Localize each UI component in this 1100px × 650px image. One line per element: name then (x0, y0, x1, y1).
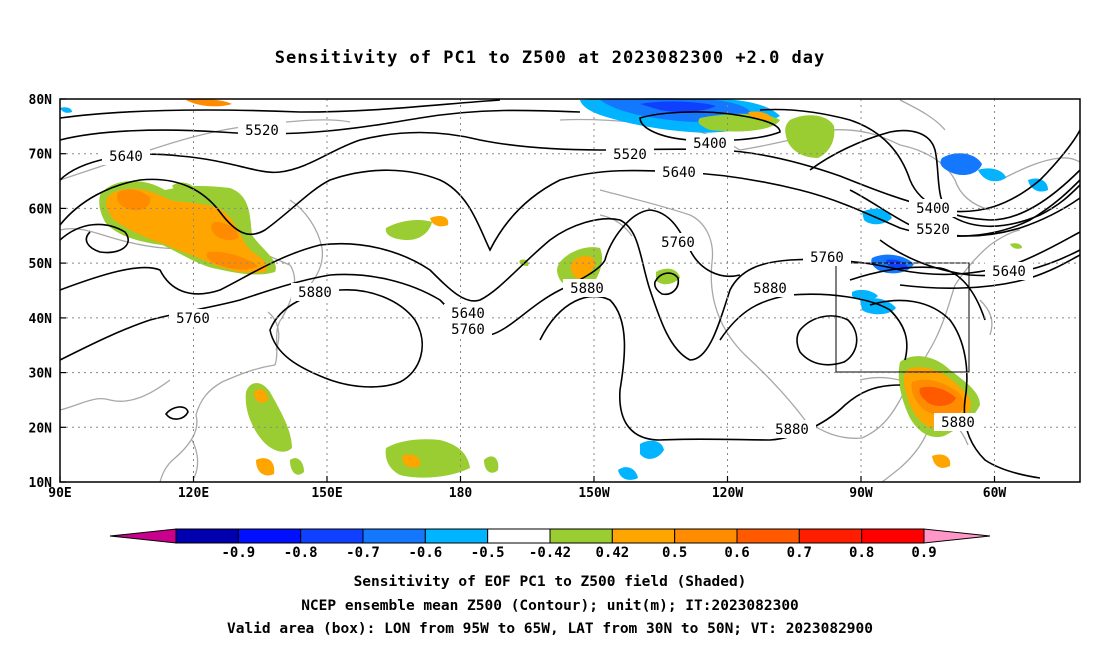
contour-label: 5760 (654, 233, 702, 251)
contour-label: 5400 (686, 134, 734, 152)
colorbar-cell (736, 528, 800, 544)
colorbar-cell (549, 528, 613, 544)
contour-label: 5640 (985, 262, 1033, 280)
colorbar-tick-label: 0.9 (911, 545, 936, 561)
longitude-labels: 90E 120E 150E 180 150W 120W 90W 60W (48, 486, 1006, 501)
svg-text:5760: 5760 (451, 322, 485, 338)
contour-label: 5760 (803, 248, 851, 266)
lon-label: 150W (578, 486, 609, 501)
svg-text:5520: 5520 (916, 222, 950, 238)
lat-label: 30N (29, 367, 53, 382)
axis-ticks (59, 98, 996, 483)
map-frame (59, 98, 1081, 483)
svg-text:5880: 5880 (941, 415, 975, 431)
colorbar-tick-label: -0.8 (284, 545, 318, 561)
colorbar-cell (487, 528, 551, 544)
contour-label: 5880 (768, 420, 816, 438)
lat-label: 60N (29, 202, 53, 217)
colorbar-tick-label: -0.5 (471, 545, 505, 561)
contour-label: 5760 (169, 309, 217, 327)
svg-text:5640: 5640 (662, 165, 696, 181)
lon-label: 120W (712, 486, 743, 501)
contour-label: 5400 (909, 199, 957, 217)
lat-label: 10N (29, 476, 53, 491)
colorbar-cell (798, 528, 863, 544)
colorbar-cells (109, 528, 991, 544)
lon-label: 120E (178, 486, 209, 501)
contour-label: 5880 (934, 413, 982, 431)
colorbar-high-triangle (923, 528, 991, 544)
lon-label: 150E (311, 486, 342, 501)
lon-label: 60W (983, 486, 1007, 501)
lat-label: 20N (29, 421, 53, 436)
svg-text:5640: 5640 (451, 306, 485, 322)
lat-label: 40N (29, 312, 53, 327)
lon-label: 90E (48, 486, 71, 501)
svg-text:5400: 5400 (916, 201, 950, 217)
contour-label: 5640 (655, 163, 703, 181)
colorbar-tick-label: 0.7 (787, 545, 812, 561)
grid-lines (60, 99, 1080, 482)
lat-label: 50N (29, 257, 53, 272)
colorbar-tick-label: 0.8 (849, 545, 874, 561)
svg-text:5760: 5760 (810, 250, 844, 266)
colorbar: -0.9 -0.8 -0.7 -0.6 -0.5 -0.42 0.42 0.5 0.6 0.7 0.… (109, 528, 991, 561)
colorbar-cell (237, 528, 302, 544)
lat-label: 80N (29, 93, 53, 108)
lat-label: 70N (29, 148, 53, 163)
colorbar-cell (861, 528, 925, 544)
colorbar-cell (611, 528, 676, 544)
svg-text:5640: 5640 (109, 149, 143, 165)
lon-label: 180 (449, 486, 473, 501)
contour-label: 5520 (606, 145, 654, 163)
colorbar-tick-label: -0.6 (408, 545, 442, 561)
colorbar-cell (175, 528, 239, 544)
latitude-labels: 80N 70N 60N 50N 40N 30N 20N 10N (29, 93, 53, 491)
svg-text:5760: 5760 (176, 311, 210, 327)
colorbar-cell (300, 528, 364, 544)
sensitivity-shading (60, 98, 1048, 480)
contour-label: 5880 (291, 283, 339, 301)
colorbar-tick-label: 0.42 (595, 545, 629, 561)
caption-shading: Sensitivity of EOF PC1 to Z500 field (Sh… (353, 574, 747, 590)
contour-label: 5880 (563, 279, 611, 297)
caption-valid-area: Valid area (box): LON from 95W to 65W, L… (226, 621, 873, 637)
colorbar-tick-labels: -0.9 -0.8 -0.7 -0.6 -0.5 -0.42 0.42 0.5 0.6 0.7 0.… (221, 545, 936, 561)
colorbar-tick-label: 0.5 (662, 545, 687, 561)
contour-labels: 5520 5640 5520 5400 5640 5760 5880 5640 … (102, 121, 1033, 438)
colorbar-cell (674, 528, 738, 544)
colorbar-tick-label: -0.42 (529, 545, 571, 561)
svg-text:5880: 5880 (775, 422, 809, 438)
contour-label: 5640 (444, 304, 492, 322)
svg-text:5640: 5640 (992, 264, 1026, 280)
svg-text:5760: 5760 (661, 235, 695, 251)
svg-text:5880: 5880 (298, 285, 332, 301)
colorbar-cell (362, 528, 426, 544)
svg-text:5880: 5880 (753, 281, 787, 297)
colorbar-tick-label: -0.7 (346, 545, 380, 561)
colorbar-tick-label: 0.6 (724, 545, 749, 561)
contour-label: 5880 (746, 279, 794, 297)
contour-label: 5520 (238, 121, 286, 139)
caption-contour: NCEP ensemble mean Z500 (Contour); unit(… (301, 598, 799, 614)
lon-label: 90W (849, 486, 873, 501)
svg-text:5520: 5520 (613, 147, 647, 163)
contour-label: 5760 (444, 320, 492, 338)
colorbar-low-triangle (109, 528, 177, 544)
colorbar-tick-label: -0.9 (221, 545, 255, 561)
svg-text:5880: 5880 (570, 281, 604, 297)
svg-text:5400: 5400 (693, 136, 727, 152)
svg-text:5520: 5520 (245, 123, 279, 139)
colorbar-cell (424, 528, 489, 544)
contour-label: 5640 (102, 147, 150, 165)
map-title: Sensitivity of PC1 to Z500 at 2023082300… (274, 48, 826, 68)
contour-label: 5520 (909, 220, 957, 238)
